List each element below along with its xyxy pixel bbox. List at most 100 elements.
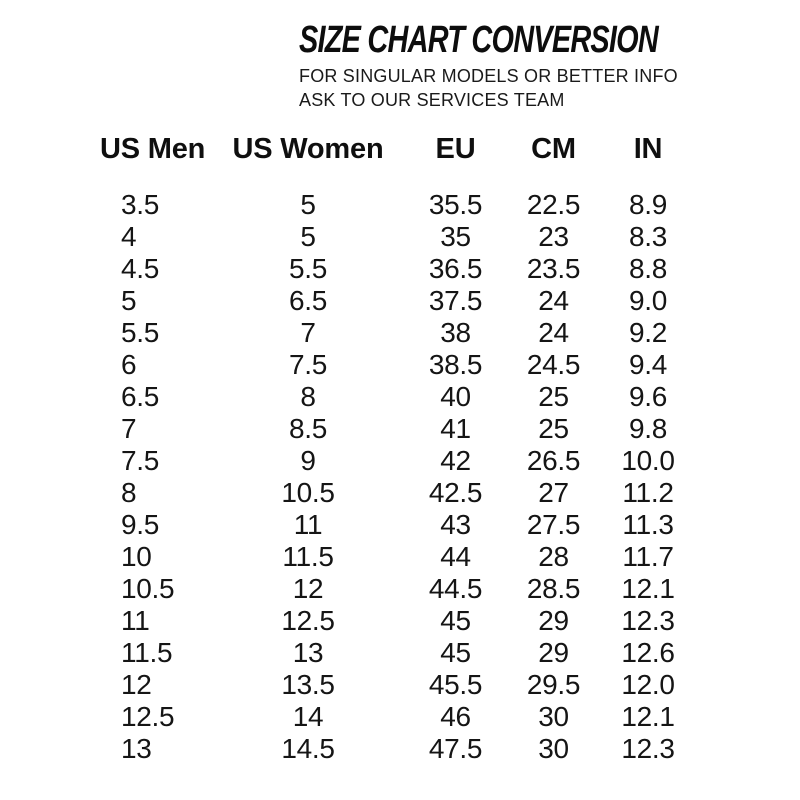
cell-in: 11.2 — [622, 477, 674, 508]
cell-in: 8.3 — [628, 221, 668, 252]
cell-in: 9.0 — [628, 285, 668, 316]
cell-eu: 38.5 — [428, 349, 483, 380]
cell-in: 11.3 — [622, 509, 674, 540]
cell-cm: 24.5 — [526, 349, 581, 380]
cell-cm: 30 — [538, 701, 569, 732]
cell-us-women: 5 — [300, 221, 316, 252]
table-body: 3.5 5 35.5 22.5 8.9 4 5 35 23 8.3 4.5 5.5 36.5 23.5 8.… — [100, 189, 706, 765]
table-row: 8 10.5 42.5 27 11.2 — [100, 477, 706, 509]
cell-eu: 35.5 — [428, 189, 483, 220]
cell-cm: 29 — [538, 605, 569, 636]
subtitle-line-1: FOR SINGULAR MODELS OR BETTER INFO — [299, 66, 678, 86]
table-row: 10 11.5 44 28 11.7 — [100, 541, 706, 573]
table-row: 7 8.5 41 25 9.8 — [100, 413, 706, 445]
cell-in: 12.3 — [621, 605, 675, 636]
cell-us-men: 10 — [121, 541, 152, 572]
table-row: 7.5 9 42 26.5 10.0 — [100, 445, 706, 477]
column-header-us-women: US Women — [232, 133, 384, 165]
cell-in: 9.8 — [628, 413, 668, 444]
cell-us-women: 7 — [300, 317, 316, 348]
cell-us-women: 10.5 — [281, 477, 335, 508]
table-row: 4.5 5.5 36.5 23.5 8.8 — [100, 253, 706, 285]
cell-us-women: 12.5 — [281, 605, 335, 636]
cell-cm: 24 — [538, 317, 569, 348]
cell-us-men: 5 — [121, 285, 137, 316]
table-row: 9.5 11 43 27.5 11.3 — [100, 509, 706, 541]
cell-cm: 29 — [538, 637, 569, 668]
column-header-us-men: US Men — [100, 133, 206, 165]
table-row: 11 12.5 45 29 12.3 — [100, 605, 706, 637]
cell-in: 8.8 — [628, 253, 668, 284]
table-row: 3.5 5 35.5 22.5 8.9 — [100, 189, 706, 221]
column-header-cm: CM — [531, 133, 576, 165]
cell-eu: 42.5 — [428, 477, 483, 508]
table-row: 5.5 7 38 24 9.2 — [100, 317, 706, 349]
column-header-eu: EU — [435, 133, 476, 165]
cell-us-men: 11.5 — [121, 637, 173, 668]
cell-cm: 29.5 — [526, 669, 581, 700]
cell-in: 12.6 — [621, 637, 675, 668]
cell-eu: 46 — [440, 701, 471, 732]
table-row: 4 5 35 23 8.3 — [100, 221, 706, 253]
size-chart-table: US Men US Women EU CM IN 3.5 5 35.5 22.5 8.9… — [100, 132, 706, 765]
table-row: 6 7.5 38.5 24.5 9.4 — [100, 349, 706, 381]
header-row: US Men US Women EU CM IN — [100, 132, 706, 189]
cell-cm: 23.5 — [526, 253, 581, 284]
cell-us-women: 9 — [300, 445, 316, 476]
cell-cm: 30 — [538, 733, 569, 764]
cell-eu: 47.5 — [428, 733, 483, 764]
cell-in: 9.4 — [628, 349, 668, 380]
cell-us-women: 14.5 — [281, 733, 335, 764]
cell-us-men: 4.5 — [121, 253, 160, 284]
cell-us-men: 13 — [121, 733, 152, 764]
cell-us-women: 8.5 — [288, 413, 328, 444]
cell-us-women: 14 — [292, 701, 324, 732]
cell-in: 9.2 — [628, 317, 668, 348]
cell-us-men: 4 — [121, 221, 137, 252]
cell-us-women: 12 — [292, 573, 324, 604]
cell-us-men: 12 — [121, 669, 152, 700]
table-row: 12 13.5 45.5 29.5 12.0 — [100, 669, 706, 701]
cell-eu: 37.5 — [428, 285, 483, 316]
cell-us-men: 11 — [121, 605, 150, 636]
table-row: 5 6.5 37.5 24 9.0 — [100, 285, 706, 317]
subtitle-line-2: ASK TO OUR SERVICES TEAM — [299, 90, 565, 110]
cell-eu: 41 — [440, 413, 471, 444]
cell-cm: 25 — [538, 381, 569, 412]
cell-eu: 36.5 — [428, 253, 483, 284]
cell-eu: 45.5 — [428, 669, 483, 700]
cell-us-men: 6 — [121, 349, 137, 380]
cell-eu: 44.5 — [428, 573, 483, 604]
cell-us-women: 6.5 — [288, 285, 328, 316]
table-row: 10.5 12 44.5 28.5 12.1 — [100, 573, 706, 605]
table-row: 13 14.5 47.5 30 12.3 — [100, 733, 706, 765]
cell-us-women: 11.5 — [282, 541, 334, 572]
cell-in: 12.1 — [621, 573, 675, 604]
cell-eu: 42 — [440, 445, 471, 476]
cell-cm: 25 — [538, 413, 569, 444]
cell-in: 10.0 — [621, 445, 675, 476]
cell-us-women: 8 — [300, 381, 316, 412]
cell-in: 12.3 — [621, 733, 675, 764]
table-row: 12.5 14 46 30 12.1 — [100, 701, 706, 733]
cell-us-women: 13.5 — [281, 669, 335, 700]
cell-us-men: 7 — [121, 413, 137, 444]
cell-cm: 27.5 — [526, 509, 581, 540]
cell-eu: 45 — [440, 605, 471, 636]
cell-cm: 28.5 — [526, 573, 581, 604]
cell-us-women: 7.5 — [288, 349, 328, 380]
cell-cm: 22.5 — [526, 189, 581, 220]
table-row: 6.5 8 40 25 9.6 — [100, 381, 706, 413]
cell-us-women: 13 — [292, 637, 324, 668]
cell-us-men: 10.5 — [121, 573, 175, 604]
table-head: US Men US Women EU CM IN — [100, 132, 706, 189]
cell-us-men: 8 — [121, 477, 137, 508]
cell-eu: 45 — [440, 637, 471, 668]
cell-cm: 28 — [538, 541, 569, 572]
cell-in: 12.0 — [621, 669, 675, 700]
cell-cm: 24 — [538, 285, 569, 316]
cell-cm: 27 — [538, 477, 569, 508]
cell-in: 11.7 — [622, 541, 674, 572]
subtitle: FOR SINGULAR MODELS OR BETTER INFO ASK T… — [299, 64, 771, 112]
